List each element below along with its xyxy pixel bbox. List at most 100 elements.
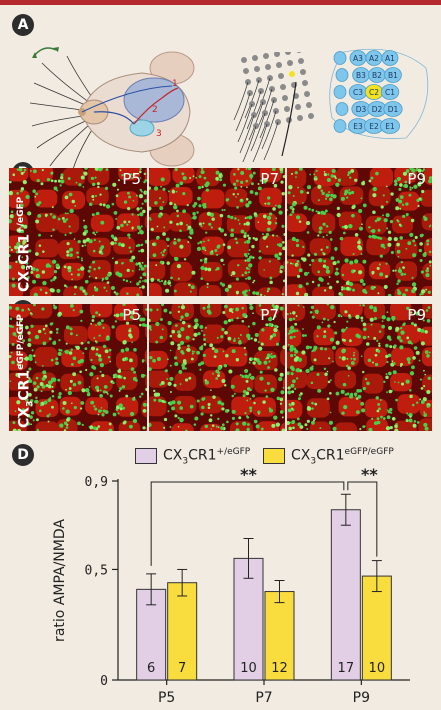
- microglia-dot: [9, 246, 11, 249]
- microglia-dot: [359, 226, 364, 231]
- microglia-dot: [230, 384, 235, 389]
- microglia-dot: [197, 332, 201, 336]
- microglia-dot: [348, 314, 351, 317]
- microglia-dot: [170, 341, 175, 346]
- microglia-dot: [98, 240, 101, 243]
- microglia-dot: [340, 196, 345, 201]
- arc-barrel: [333, 51, 347, 65]
- microglia-dot: [184, 429, 188, 431]
- microglia-dot: [140, 267, 145, 271]
- microglia-dot: [215, 377, 218, 380]
- microglia-dot: [338, 356, 342, 359]
- microglia-dot: [87, 341, 90, 344]
- microglia-dot: [323, 171, 326, 173]
- microglia-dot: [189, 237, 192, 240]
- microglia-dot: [392, 370, 397, 375]
- microglia-dot: [15, 335, 18, 337]
- microglia-dot: [191, 217, 193, 220]
- microglia-dot: [192, 211, 196, 216]
- microglia-dot: [357, 240, 361, 245]
- microglia-dot: [37, 213, 42, 218]
- microglia-dot: [372, 186, 377, 192]
- microglia-dot: [137, 243, 141, 247]
- tile-age-label: P9: [407, 306, 426, 324]
- microglia-dot: [16, 241, 21, 247]
- microglia-dot: [374, 353, 378, 357]
- microglia-dot: [357, 394, 362, 399]
- microglia-dot: [177, 343, 181, 347]
- microglia-dot: [10, 210, 14, 214]
- microglia-dot: [198, 362, 202, 366]
- microglia-dot: [360, 401, 365, 406]
- barrel-cell: [309, 421, 331, 431]
- microglia-dot: [16, 228, 21, 233]
- microglia-dot: [263, 360, 268, 365]
- microglia-dot: [276, 235, 278, 237]
- microglia-dot: [206, 211, 211, 216]
- microglia-dot: [289, 404, 292, 407]
- microglia-dot: [249, 173, 254, 179]
- microglia-dot: [220, 335, 224, 339]
- barrel-cell: [144, 215, 147, 229]
- microglia-dot: [314, 402, 318, 406]
- microglia-dot: [91, 365, 95, 369]
- microglia-dot: [425, 273, 430, 278]
- microglia-dot: [382, 417, 386, 420]
- barrel-cell: [9, 372, 29, 391]
- microglia-dot: [207, 402, 211, 406]
- microglia-dot: [138, 261, 141, 265]
- microglia-dot: [246, 257, 251, 262]
- microglia-dot: [136, 282, 140, 286]
- microglia-dot: [32, 381, 37, 385]
- microglia-dot: [407, 340, 412, 345]
- microglia-dot: [235, 241, 239, 245]
- barrel-cell: [226, 282, 250, 296]
- microglia-dot: [153, 398, 157, 402]
- barrel-cell: [227, 238, 249, 258]
- microglia-dot: [154, 201, 158, 205]
- microglia-dot: [130, 310, 135, 315]
- microglia-dot: [215, 170, 220, 175]
- microglia-dot: [241, 319, 245, 323]
- microglia-dot: [21, 408, 25, 412]
- microglia-dot: [413, 346, 418, 350]
- barrel-cell: [60, 373, 84, 392]
- microglia-dot: [273, 354, 277, 358]
- microglia-dot: [274, 253, 279, 258]
- microglia-dot: [268, 322, 273, 327]
- microglia-dot: [347, 171, 351, 175]
- microglia-dot: [247, 325, 250, 328]
- microglia-dot: [301, 201, 304, 204]
- microglia-dot: [248, 361, 251, 364]
- microglia-dot: [208, 222, 212, 226]
- microglia-dot: [269, 276, 273, 280]
- microglia-dot: [342, 231, 346, 235]
- microglia-dot: [332, 345, 336, 350]
- microglia-dot: [248, 215, 253, 220]
- microglia-dot: [177, 238, 181, 242]
- microglia-dot: [40, 390, 43, 393]
- microglia-dot: [399, 183, 403, 187]
- microglia-dot: [413, 420, 417, 423]
- barrel-cell: [9, 168, 29, 182]
- microglia-dot: [417, 168, 422, 173]
- microglia-dot: [408, 418, 413, 423]
- microglia-dot: [243, 234, 247, 238]
- barrel-cell: [9, 351, 28, 371]
- microglia-dot: [307, 253, 311, 257]
- microglia-dot: [168, 311, 172, 315]
- microglia-dot: [49, 330, 53, 334]
- microglia-dot: [245, 203, 250, 208]
- microglia-dot: [235, 196, 237, 198]
- barrel-cell: [258, 258, 281, 278]
- whisker-follicle: [306, 102, 312, 108]
- microglia-dot: [386, 415, 391, 420]
- microglia-dot: [186, 228, 189, 231]
- microglia-dot: [227, 284, 232, 289]
- microglia-dot: [44, 332, 47, 335]
- microglia-dot: [188, 376, 192, 380]
- microglia-dot: [395, 198, 400, 202]
- microglia-dot: [175, 183, 180, 188]
- microglia-dot: [265, 395, 269, 398]
- microglia-dot: [370, 285, 375, 291]
